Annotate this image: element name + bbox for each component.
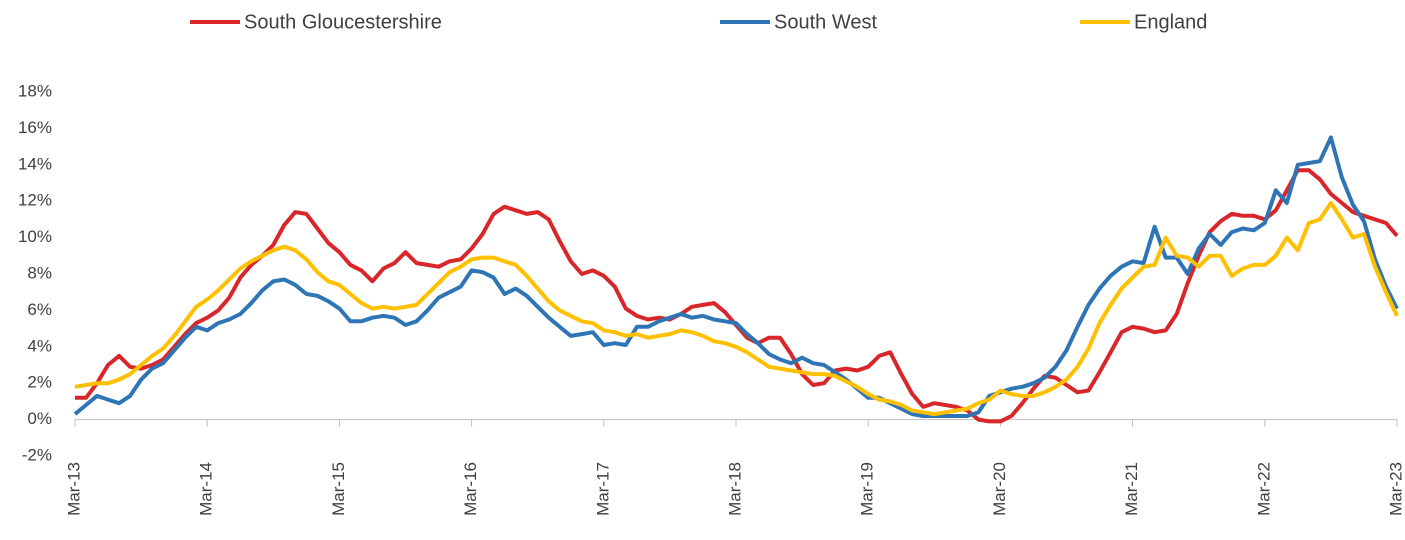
y-tick-label: 8% — [27, 263, 52, 282]
x-tick-label: Mar-19 — [858, 462, 877, 516]
y-tick-label: 18% — [18, 81, 52, 100]
x-tick-label: Mar-21 — [1122, 462, 1141, 516]
x-tick-label: Mar-22 — [1254, 462, 1273, 516]
x-tick-label: Mar-18 — [725, 462, 744, 516]
x-tick-label: Mar-17 — [593, 462, 612, 516]
y-tick-label: 0% — [27, 409, 52, 428]
x-tick-label: Mar-14 — [197, 462, 216, 516]
series-line — [74, 201, 1399, 417]
series-line — [75, 168, 1399, 424]
y-tick-label: -2% — [22, 445, 52, 464]
legend-label: England — [1134, 11, 1207, 33]
y-tick-label: 16% — [18, 118, 52, 137]
y-tick-label: 10% — [18, 227, 52, 246]
x-tick-label: Mar-23 — [1386, 462, 1405, 516]
y-tick-label: 2% — [27, 373, 52, 392]
legend-label: South West — [774, 11, 877, 33]
y-tick-label: 12% — [18, 191, 52, 210]
series-line — [73, 135, 1399, 418]
x-tick-label: Mar-16 — [461, 462, 480, 516]
y-tick-label: 6% — [27, 300, 52, 319]
x-tick-label: Mar-15 — [329, 462, 348, 516]
legend-label: South Gloucestershire — [244, 11, 442, 33]
y-tick-label: 4% — [27, 336, 52, 355]
x-tick-label: Mar-13 — [64, 462, 83, 516]
x-tick-label: Mar-20 — [990, 462, 1009, 516]
y-tick-label: 14% — [18, 154, 52, 173]
